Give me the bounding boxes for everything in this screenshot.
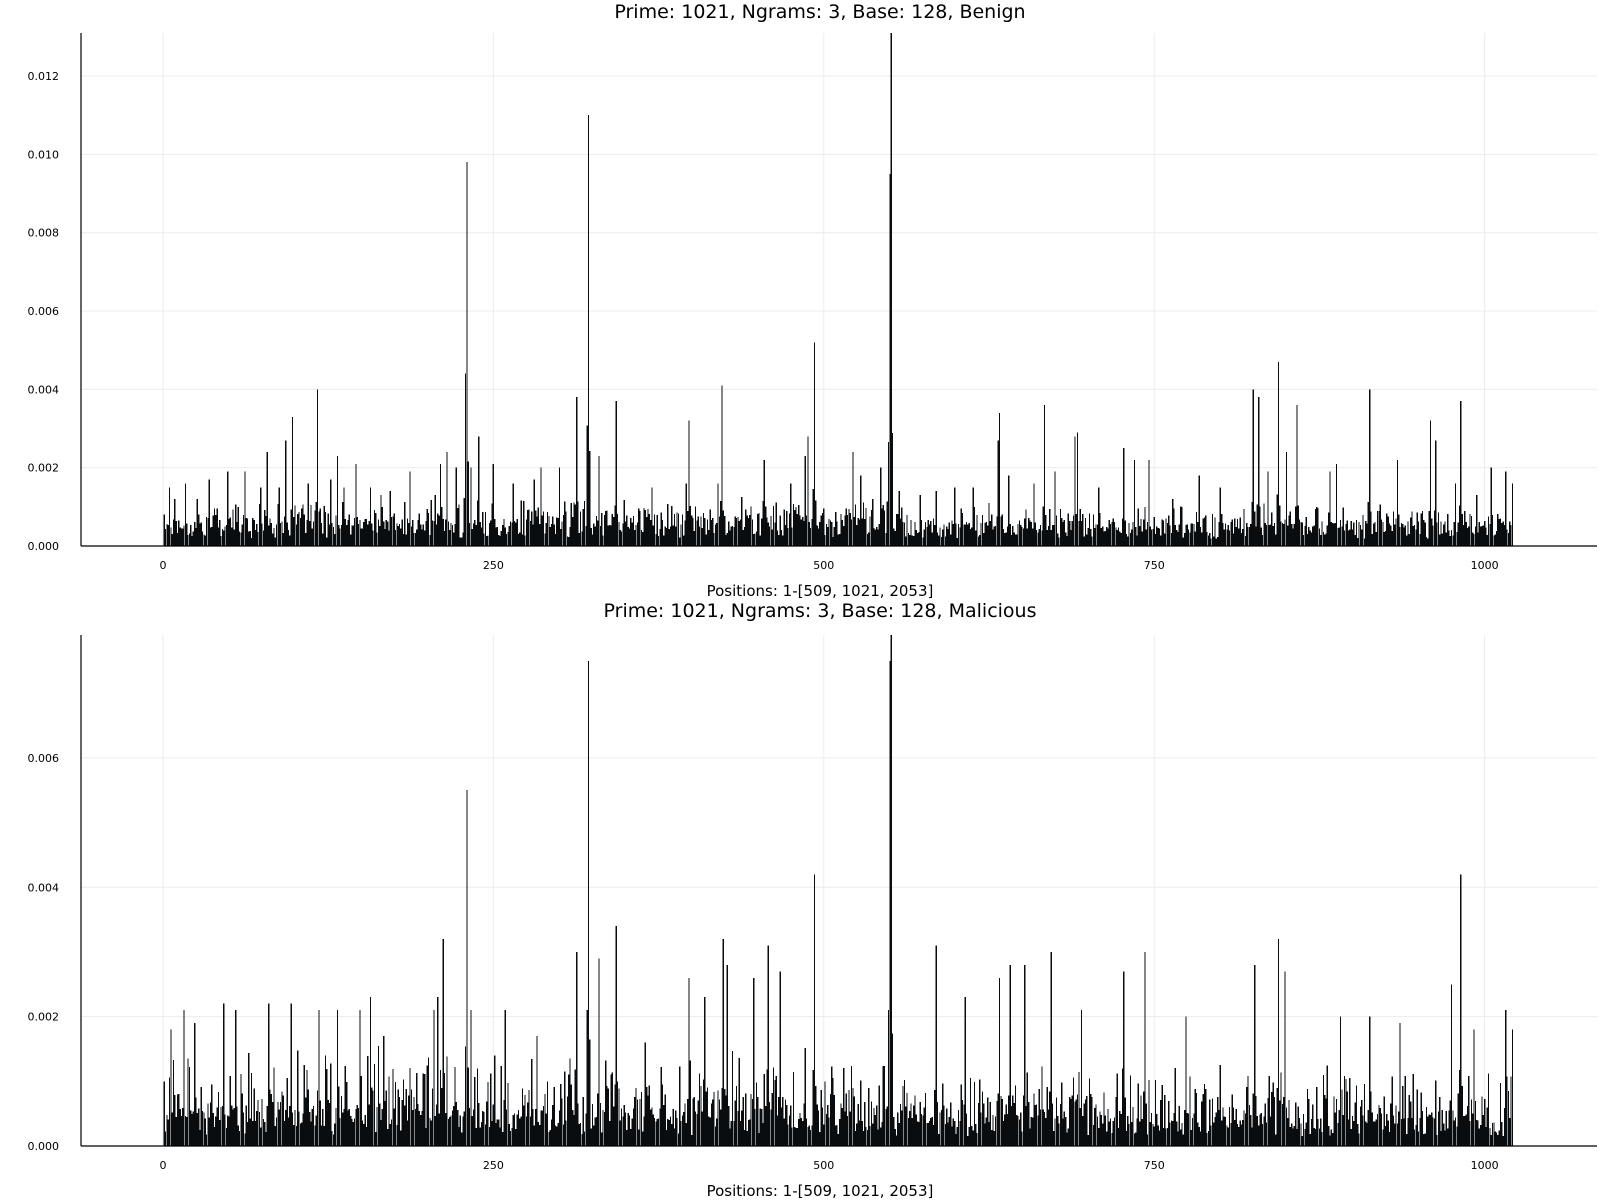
y-tick-label: 0.006 [28, 752, 60, 765]
y-tick-label: 0.002 [28, 462, 60, 475]
axes [80, 635, 1597, 1147]
benign-chart-panel: Prime: 1021, Ngrams: 3, Base: 128, Benig… [28, 1, 1597, 600]
chart-title: Prime: 1021, Ngrams: 3, Base: 128, Benig… [614, 1, 1025, 23]
x-tick-label: 750 [1144, 559, 1165, 572]
x-tick-label: 1000 [1471, 1159, 1499, 1172]
y-tick-label: 0.002 [28, 1011, 60, 1024]
x-tick-label: 500 [813, 559, 834, 572]
y-tick-label: 0.004 [28, 383, 60, 396]
y-tick-label: 0.006 [28, 305, 60, 318]
y-tick-label: 0.012 [28, 70, 60, 83]
x-tick-label: 250 [483, 559, 504, 572]
bar-series [163, 635, 1514, 1146]
y-tick-label: 0.000 [28, 1140, 60, 1153]
x-tick-label: 750 [1144, 1159, 1165, 1172]
y-tick-label: 0.010 [28, 148, 60, 161]
x-axis-label: Positions: 1-[509, 1021, 2053] [707, 582, 934, 600]
x-tick-label: 500 [813, 1159, 834, 1172]
x-tick-label: 1000 [1471, 559, 1499, 572]
malicious-chart-panel: Prime: 1021, Ngrams: 3, Base: 128, Malic… [28, 600, 1597, 1200]
chart-title: Prime: 1021, Ngrams: 3, Base: 128, Malic… [604, 600, 1037, 622]
bar-series [163, 33, 1514, 546]
x-tick-label: 0 [159, 1159, 166, 1172]
y-tick-label: 0.000 [28, 540, 60, 553]
x-axis-label: Positions: 1-[509, 1021, 2053] [707, 1182, 934, 1200]
tick-labels: 0 250 500 750 1000 0.000 0.002 0.004 0.006 [28, 752, 1499, 1172]
axes [80, 33, 1597, 547]
y-tick-label: 0.008 [28, 227, 60, 240]
x-tick-label: 0 [159, 559, 166, 572]
x-tick-label: 250 [483, 1159, 504, 1172]
tick-labels: 0 250 500 750 1000 0.000 0.002 0.004 0.006 0.008 0… [28, 70, 1499, 572]
y-tick-label: 0.004 [28, 881, 60, 894]
